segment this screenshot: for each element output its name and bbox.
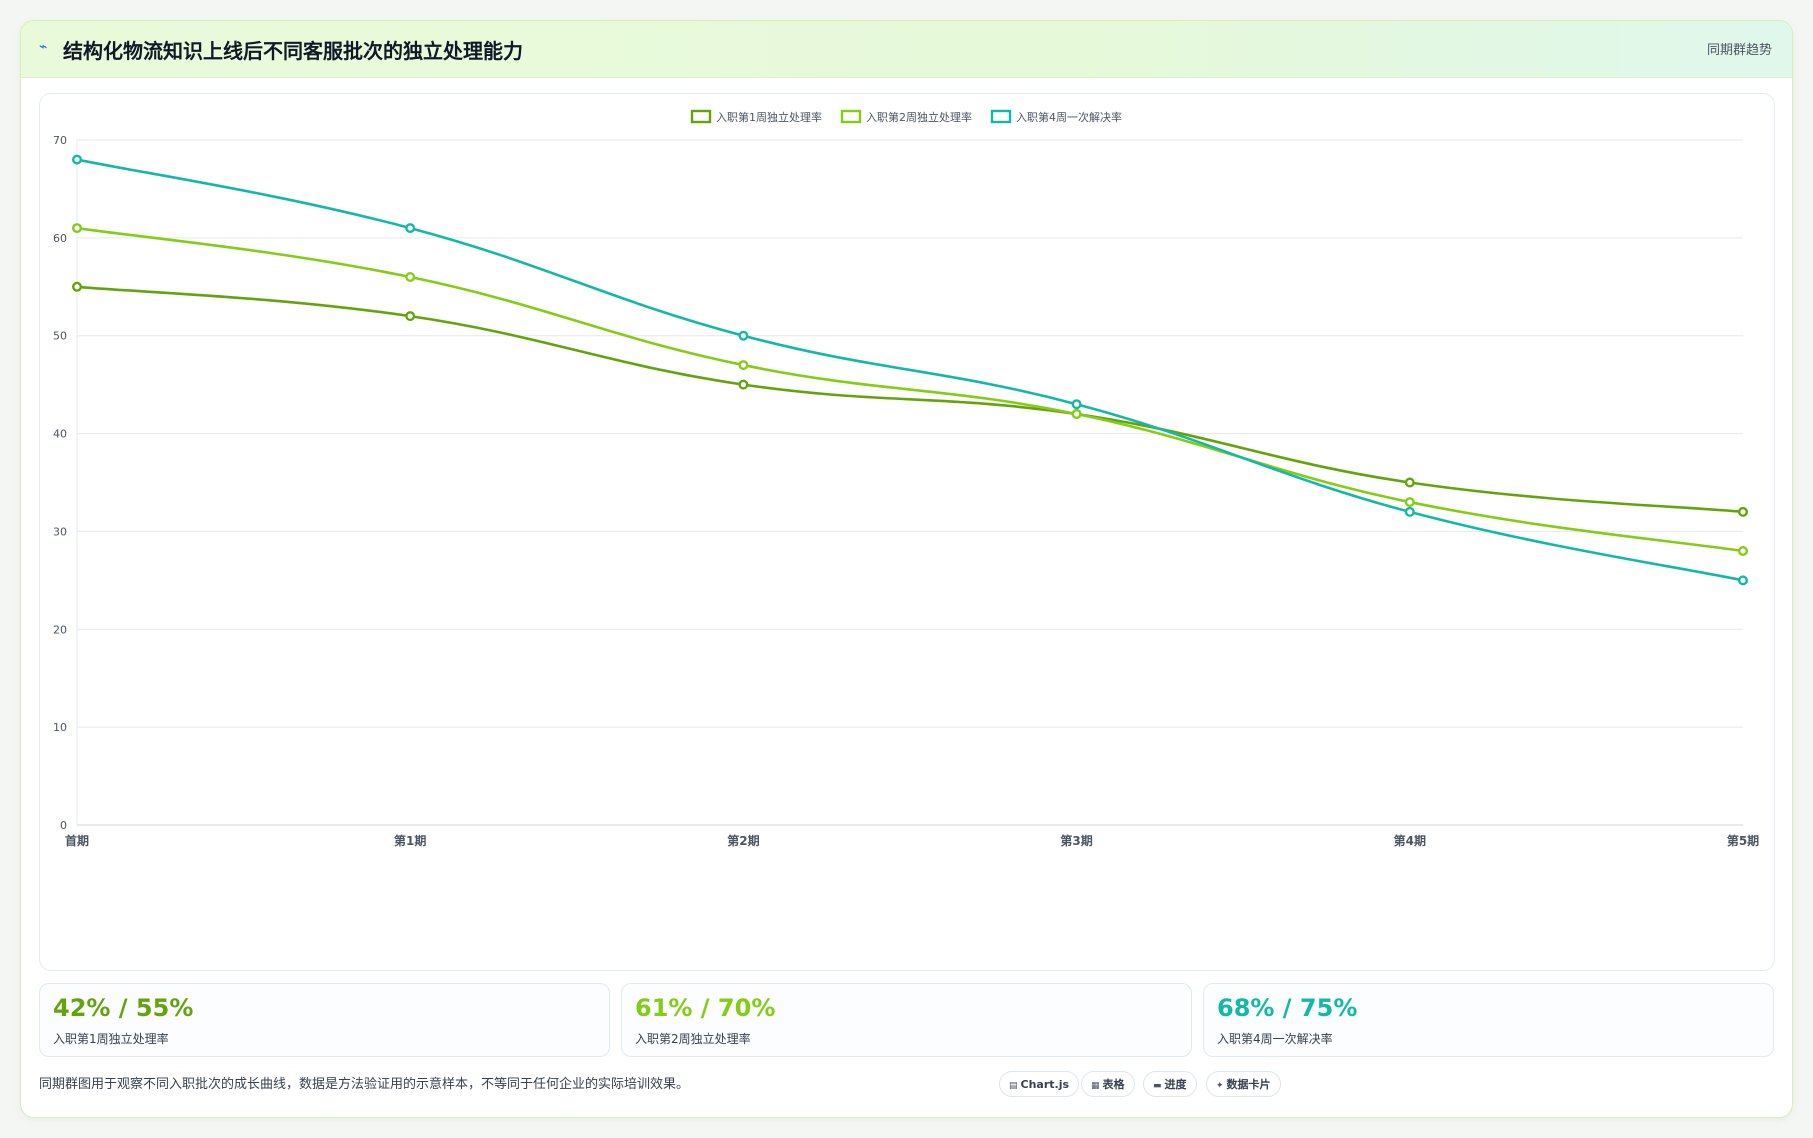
x-tick-label: 第1期	[394, 833, 426, 848]
chartjs-button[interactable]: ▤ Chart.js	[999, 1071, 1080, 1097]
progress-button[interactable]: ▬ 进度	[1143, 1071, 1197, 1097]
progress-icon: ▬	[1153, 1081, 1162, 1091]
series-line-2	[76, 226, 1744, 553]
chart-icon: ▤	[1009, 1081, 1018, 1091]
y-tick-label: 10	[53, 721, 67, 734]
legend-label: 入职第4周一次解决率	[1016, 110, 1122, 124]
data-point	[738, 360, 749, 371]
data-point	[1737, 575, 1748, 586]
lightning-icon: ⌁	[39, 39, 48, 55]
stat-value: 42% / 55%	[53, 994, 194, 1022]
data-point	[72, 223, 83, 234]
data-point	[1071, 409, 1082, 420]
chart-panel: 0 10 20 30 40 50 60 70 首期 第1期 第2期 第3期 第4期 第5期 入职第1周独立处…	[39, 93, 1775, 971]
stat-card-week2: 61% / 70% 入职第2周独立处理率	[621, 983, 1192, 1057]
stat-card-week1: 42% / 55% 入职第1周独立处理率	[39, 983, 610, 1057]
chart-card: ⌁ 结构化物流知识上线后不同客服批次的独立处理能力 同期群趋势 0 10 20 30 4…	[20, 20, 1793, 1118]
line-chart: 0 10 20 30 40 50 60 70 首期 第1期 第2期 第3期 第4期 第5期 入职第1周独立处…	[53, 109, 1759, 848]
series-line-3	[76, 158, 1744, 582]
stat-cards: 42% / 55% 入职第1周独立处理率 61% / 70% 入职第2周独立处理…	[39, 983, 1774, 1057]
data-point	[405, 271, 416, 282]
progress-button-label: 进度	[1164, 1078, 1187, 1091]
x-tick-label: 第5期	[1727, 833, 1759, 848]
data-point	[72, 154, 83, 165]
stat-label: 入职第1周独立处理率	[53, 1032, 169, 1046]
data-point	[1404, 477, 1415, 488]
y-tick-label: 70	[53, 134, 67, 147]
legend-swatch	[840, 109, 862, 124]
y-tick-label: 60	[53, 232, 67, 245]
data-point	[738, 379, 749, 390]
data-point	[1404, 497, 1415, 508]
stat-card-week4: 68% / 75% 入职第4周一次解决率	[1203, 983, 1774, 1057]
y-tick-label: 0	[60, 819, 67, 832]
legend-swatch	[690, 109, 712, 124]
card-title: 结构化物流知识上线后不同客服批次的独立处理能力	[63, 39, 523, 63]
sparkle-icon: ✦	[1216, 1081, 1224, 1091]
legend-swatch	[990, 109, 1012, 124]
data-point	[738, 330, 749, 341]
series-line-1	[76, 285, 1744, 514]
data-point	[72, 281, 83, 292]
stat-value: 61% / 70%	[635, 994, 776, 1022]
legend-label: 入职第2周独立处理率	[866, 110, 972, 124]
x-tick-label: 首期	[65, 833, 89, 848]
y-tick-label: 30	[53, 525, 67, 538]
stat-label: 入职第4周一次解决率	[1217, 1032, 1333, 1046]
card-header: ⌁ 结构化物流知识上线后不同客服批次的独立处理能力 同期群趋势	[21, 21, 1792, 78]
legend-label: 入职第1周独立处理率	[716, 110, 822, 124]
data-point	[1737, 546, 1748, 557]
y-tick-label: 50	[53, 330, 67, 343]
footnote: 同期群图用于观察不同入职批次的成长曲线，数据是方法验证用的示意样本，不等同于任何…	[39, 1077, 690, 1092]
data-point	[1071, 399, 1082, 410]
y-tick-label: 20	[53, 623, 67, 636]
stat-label: 入职第2周独立处理率	[635, 1032, 751, 1046]
data-point	[1737, 506, 1748, 517]
x-tick-label: 第2期	[727, 833, 759, 848]
stat-value: 68% / 75%	[1217, 994, 1358, 1022]
table-button-label: 表格	[1102, 1078, 1125, 1091]
y-tick-label: 40	[53, 428, 67, 441]
table-icon: ▦	[1091, 1081, 1100, 1091]
data-card-button-label: 数据卡片	[1226, 1078, 1271, 1091]
data-point	[405, 223, 416, 234]
chart-type-tag: 同期群趋势	[1706, 43, 1772, 58]
table-button[interactable]: ▦ 表格	[1081, 1071, 1135, 1097]
chartjs-button-label: Chart.js	[1020, 1078, 1070, 1091]
data-point	[1404, 506, 1415, 517]
data-point	[405, 311, 416, 322]
data-card-button[interactable]: ✦ 数据卡片	[1206, 1071, 1281, 1097]
x-tick-label: 第3期	[1060, 833, 1092, 848]
x-tick-label: 第4期	[1394, 833, 1426, 848]
